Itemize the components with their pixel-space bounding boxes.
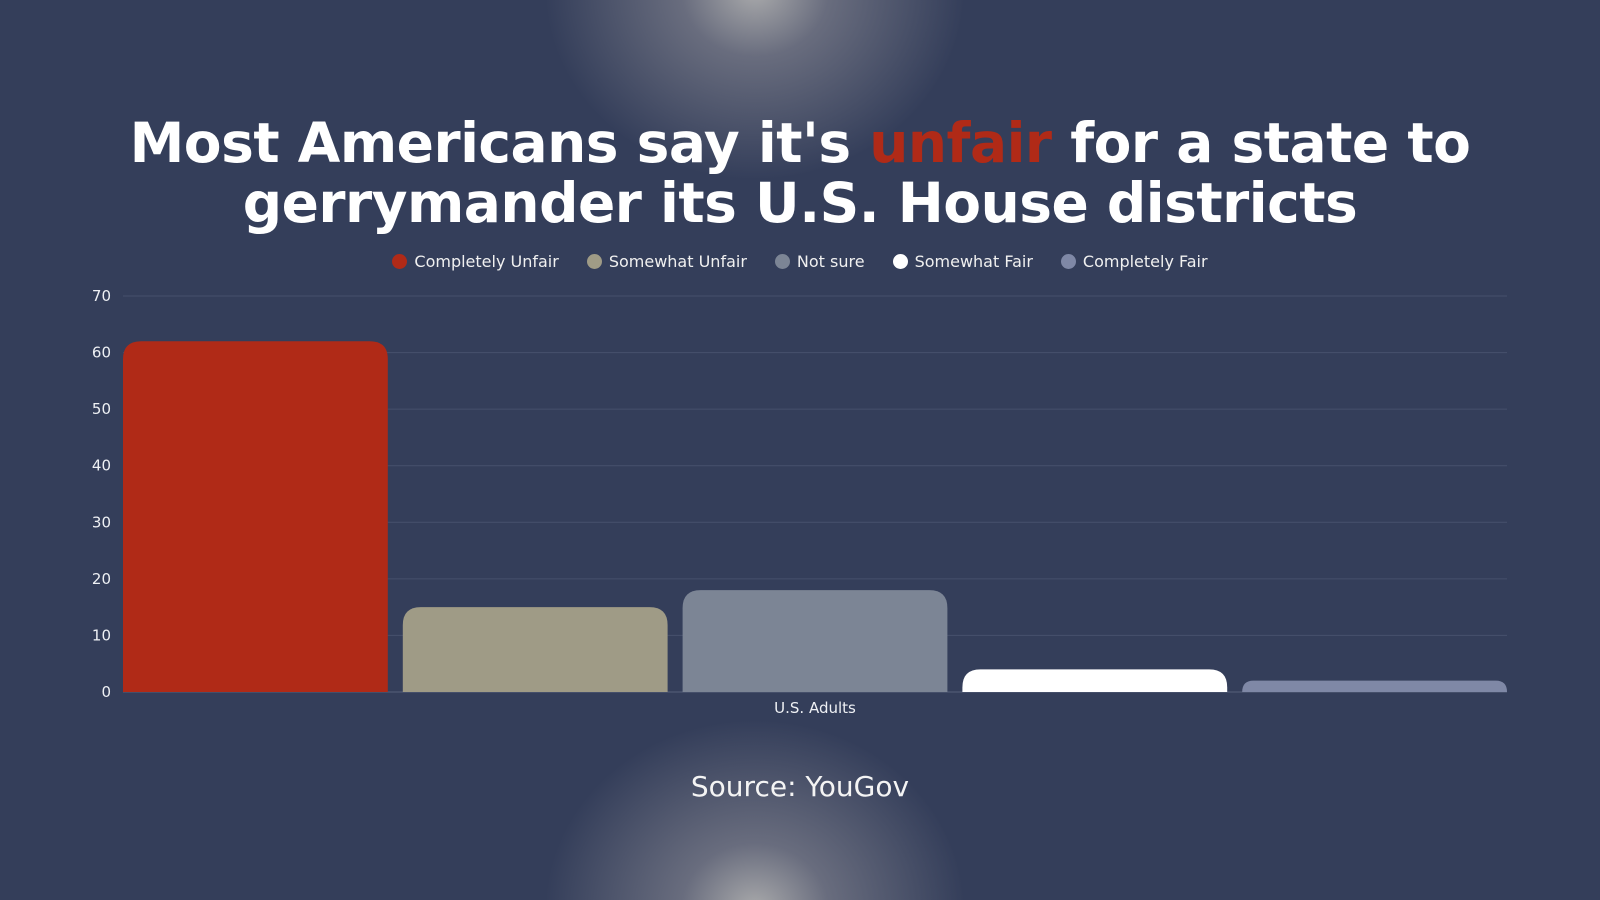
legend-label: Completely Fair [1082, 252, 1208, 271]
bar-completely-fair[interactable] [1242, 680, 1507, 692]
title-accent-word: unfair [869, 111, 1052, 175]
x-category-label: U.S. Adults [774, 699, 856, 717]
legend-item[interactable]: Somewhat Unfair [586, 252, 747, 271]
bar-somewhat-fair[interactable] [962, 669, 1228, 692]
y-tick-label: 40 [92, 457, 111, 475]
legend-label: Somewhat Unfair [608, 252, 747, 271]
legend-swatch [586, 254, 602, 269]
legend-swatch [892, 254, 908, 269]
legend-item[interactable]: Not sure [774, 252, 865, 271]
legend-swatch [774, 254, 790, 269]
y-tick-label: 30 [92, 513, 111, 531]
y-tick-label: 20 [92, 570, 111, 588]
legend-swatch [1060, 254, 1076, 269]
bar-not-sure[interactable] [682, 590, 948, 692]
y-tick-label: 60 [92, 344, 111, 362]
chart-legend: Completely Unfair Somewhat Unfair Not sure… [0, 252, 1600, 271]
legend-item[interactable]: Completely Unfair [392, 252, 559, 271]
y-tick-label: 50 [92, 400, 111, 418]
legend-label: Not sure [796, 252, 865, 271]
y-tick-label: 10 [92, 626, 111, 644]
source-label: Source: YouGov [690, 770, 910, 803]
bar-somewhat-unfair[interactable] [402, 607, 668, 692]
legend-item[interactable]: Completely Fair [1060, 252, 1208, 271]
legend-label: Completely Unfair [414, 252, 559, 271]
legend-swatch [392, 254, 408, 269]
bar-completely-unfair[interactable] [123, 341, 388, 692]
y-tick-label: 70 [92, 287, 111, 305]
y-tick-label: 0 [101, 683, 111, 701]
title-part-1: Most Americans say it's [129, 111, 870, 175]
legend-item[interactable]: Somewhat Fair [892, 252, 1033, 271]
legend-label: Somewhat Fair [914, 252, 1033, 271]
chart-title: Most Americans say it's unfair for a sta… [100, 113, 1500, 233]
title-part-2: for a state to gerrymander its U.S. Hous… [242, 111, 1471, 235]
